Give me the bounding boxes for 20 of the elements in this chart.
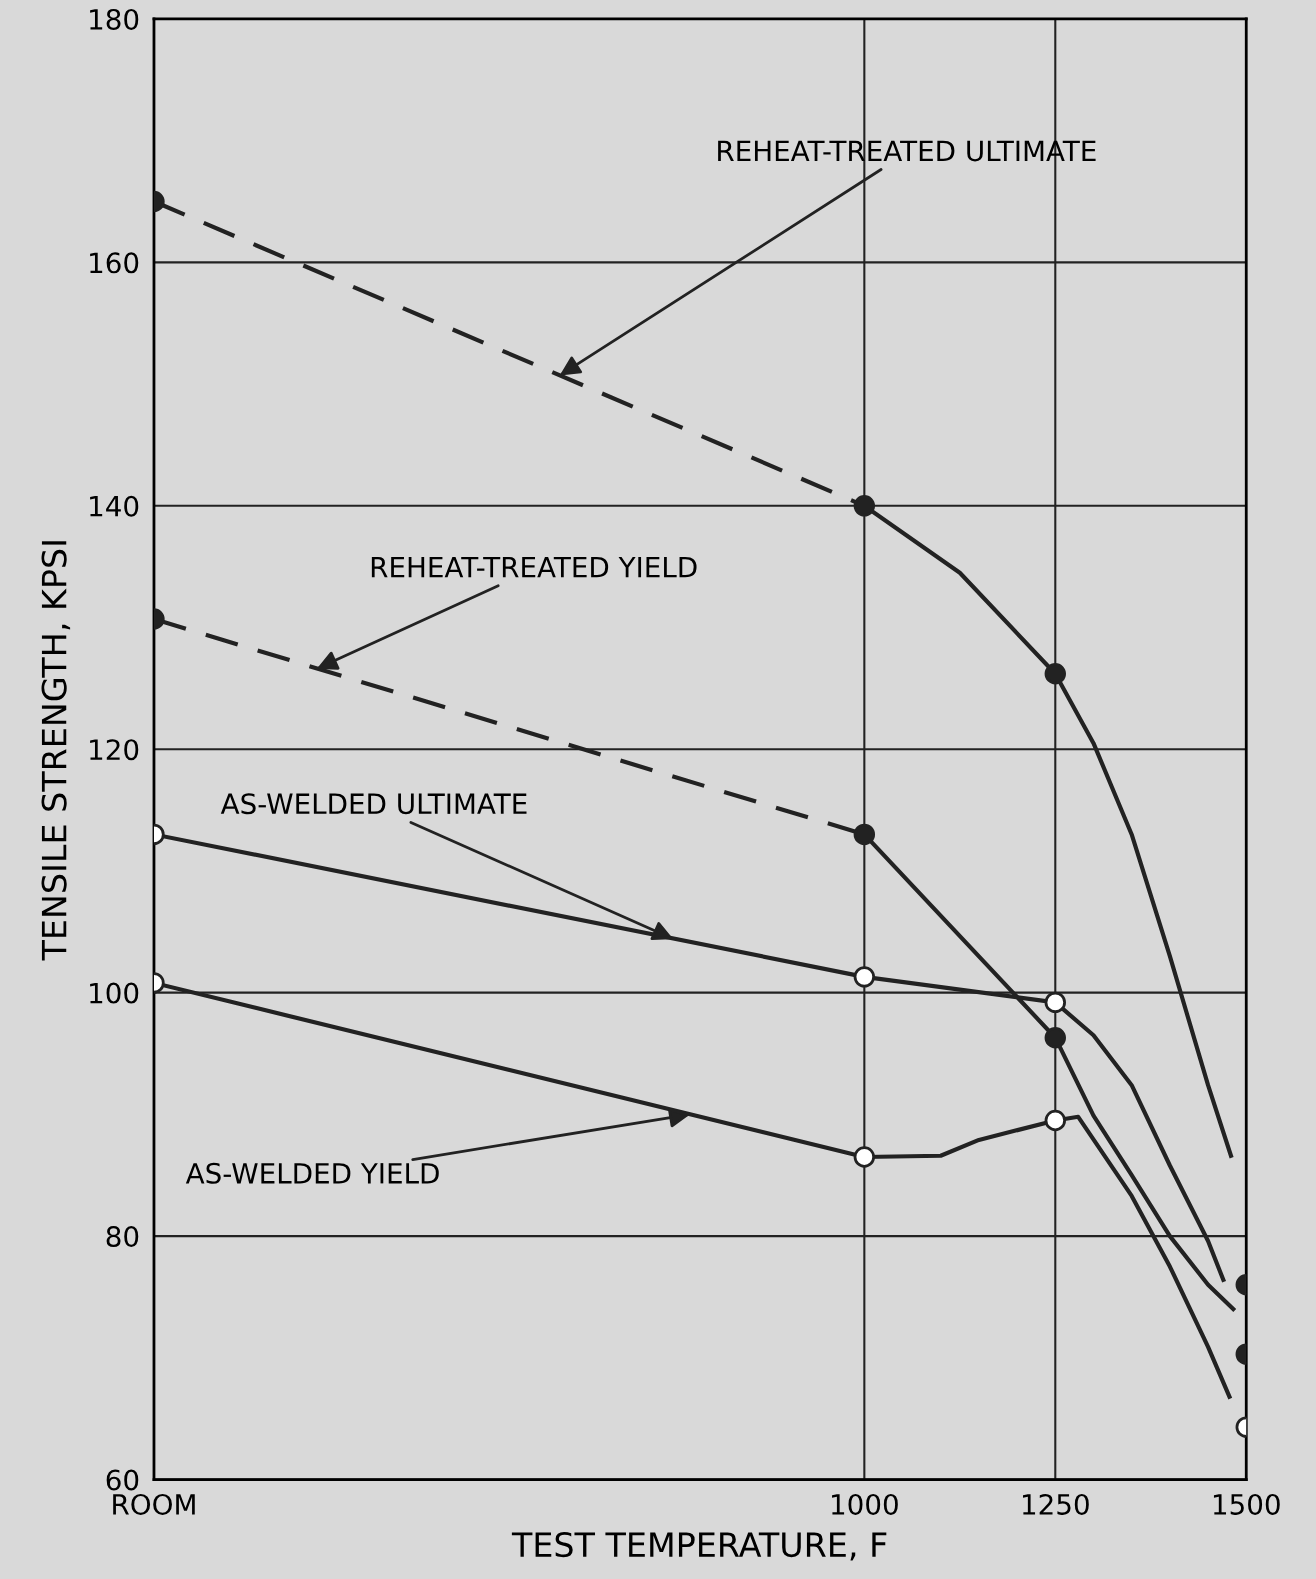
x-tick-label: 1000 [832, 1493, 898, 1515]
x-tick-label: 1500 [1213, 1493, 1280, 1515]
point [853, 1146, 876, 1168]
y-tick-label: 80 [106, 1226, 139, 1248]
y-tick-label: 180 [90, 8, 139, 30]
y-tick-label: 60 [106, 1469, 139, 1491]
y-axis-title: TENSILE STRENGTH, KPSI [41, 541, 71, 961]
annotation: REHEAT-TREATED YIELD [371, 557, 697, 578]
y-tick-label: 160 [90, 252, 139, 274]
point [853, 966, 876, 988]
y-tick-label: 140 [90, 495, 139, 517]
x-axis-title: TEST TEMPERATURE, F [511, 1532, 887, 1561]
annotation: AS-WELDED ULTIMATE [220, 793, 527, 815]
y-tick-label: 100 [90, 982, 139, 1004]
y-tick-label: 120 [90, 739, 139, 761]
point [1044, 1109, 1066, 1132]
x-tick-label: 1250 [1023, 1493, 1089, 1515]
x-tick-label: ROOM [113, 1493, 195, 1515]
point [1044, 991, 1066, 1014]
annotation: AS-WELDED YIELD [185, 1162, 439, 1184]
